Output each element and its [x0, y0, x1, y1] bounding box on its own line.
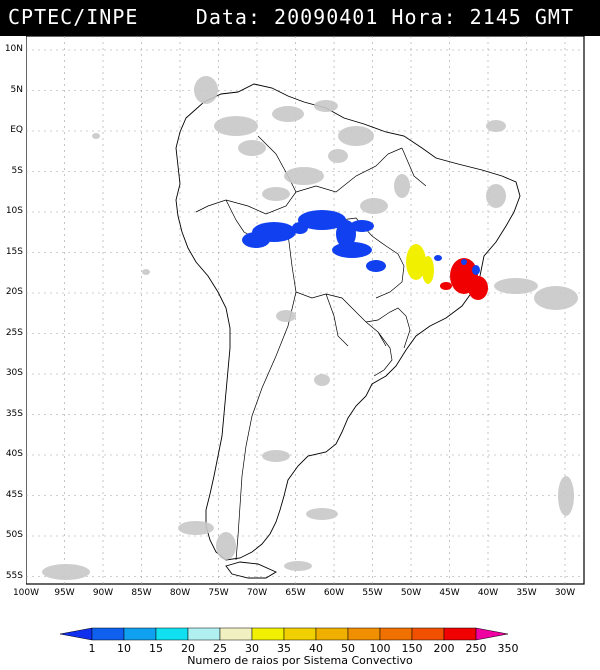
colorbar-swatch	[411, 627, 445, 641]
colorbar-swatch	[219, 627, 253, 641]
lon-label: 70W	[246, 588, 268, 598]
lat-label: EQ	[10, 125, 23, 135]
lightning-map	[26, 36, 585, 585]
colorbar-tick-label: 200	[433, 642, 455, 655]
lat-label: 45S	[5, 489, 23, 500]
lon-label: 45W	[439, 588, 460, 598]
colorbar-swatch	[187, 627, 221, 641]
colorbar-tick-label: 25	[213, 642, 227, 655]
colorbar-swatch	[155, 627, 189, 641]
colorbar-tick-label: 250	[465, 642, 487, 655]
date-time-label: Data: 20090401 Hora: 2145 GMT	[195, 5, 574, 29]
colorbar-tick-label: 50	[341, 642, 355, 655]
lon-label: 85W	[131, 588, 152, 598]
yellow-system	[406, 244, 434, 284]
lon-label: 100W	[12, 588, 40, 598]
colorbar-tick-label: 350	[497, 642, 519, 655]
map-frame	[26, 36, 585, 585]
lat-label: 10S	[5, 206, 23, 216]
colorbar-tick-label: 150	[401, 642, 423, 655]
lon-label: 50W	[400, 588, 422, 598]
lon-label: 90W	[92, 588, 114, 598]
org-title: CPTEC/INPE	[8, 5, 139, 29]
colorbar-swatch	[91, 627, 125, 641]
small-blue-cells	[434, 255, 480, 275]
colorbar-swatch	[251, 627, 285, 641]
convective-systems	[242, 210, 488, 300]
colorbar-min-arrow	[59, 627, 93, 641]
lat-label: 20S	[5, 287, 23, 297]
lon-label: 55W	[362, 588, 383, 598]
lat-label: 35S	[5, 408, 23, 419]
colorbar-swatch	[283, 627, 317, 641]
colorbar-tick-label: 35	[277, 642, 291, 655]
lat-label: 25S	[5, 327, 23, 338]
lat-label: 40S	[5, 449, 23, 459]
lon-label: 35W	[516, 588, 537, 598]
colorbar-tick-label: 1	[88, 642, 96, 655]
tierra-del-fuego	[225, 561, 277, 579]
colorbar-tick-label: 100	[369, 642, 391, 655]
lon-label: 40W	[477, 588, 499, 598]
lon-label: 30W	[554, 588, 576, 598]
lon-label: 95W	[54, 588, 75, 598]
lon-label: 65W	[285, 588, 306, 598]
lat-label: 50S	[5, 530, 23, 540]
south-america-coastline	[175, 83, 521, 561]
colorbar-swatch	[347, 627, 381, 641]
lat-label: 10N	[4, 44, 23, 54]
lat-label: 55S	[5, 570, 23, 581]
colorbar-swatch	[123, 627, 157, 641]
lon-label: 60W	[323, 588, 345, 598]
colorbar-caption: Numero de raios por Sistema Convectivo	[187, 654, 413, 667]
cloud-areas	[42, 76, 578, 580]
lat-label: 15S	[5, 246, 23, 257]
colorbar-swatch	[315, 627, 349, 641]
lat-label: 5N	[10, 84, 23, 95]
lat-label: 30S	[5, 368, 23, 378]
lat-label: 5S	[11, 165, 23, 176]
colorbar-max-arrow	[475, 627, 509, 641]
colorbar	[59, 627, 509, 641]
colorbar-tick-label: 20	[181, 642, 195, 655]
red-system	[440, 258, 488, 300]
map-header: CPTEC/INPE Data: 20090401 Hora: 2145 GMT	[0, 0, 600, 36]
lon-label: 80W	[169, 588, 191, 598]
colorbar-swatch	[379, 627, 413, 641]
colorbar-tick-label: 40	[309, 642, 323, 655]
lon-label: 75W	[208, 588, 229, 598]
colorbar-tick-label: 10	[117, 642, 131, 655]
colorbar-swatch	[443, 627, 477, 641]
colorbar-tick-label: 15	[149, 642, 163, 655]
blue-system-amazon	[242, 210, 386, 272]
colorbar-tick-label: 30	[245, 642, 259, 655]
